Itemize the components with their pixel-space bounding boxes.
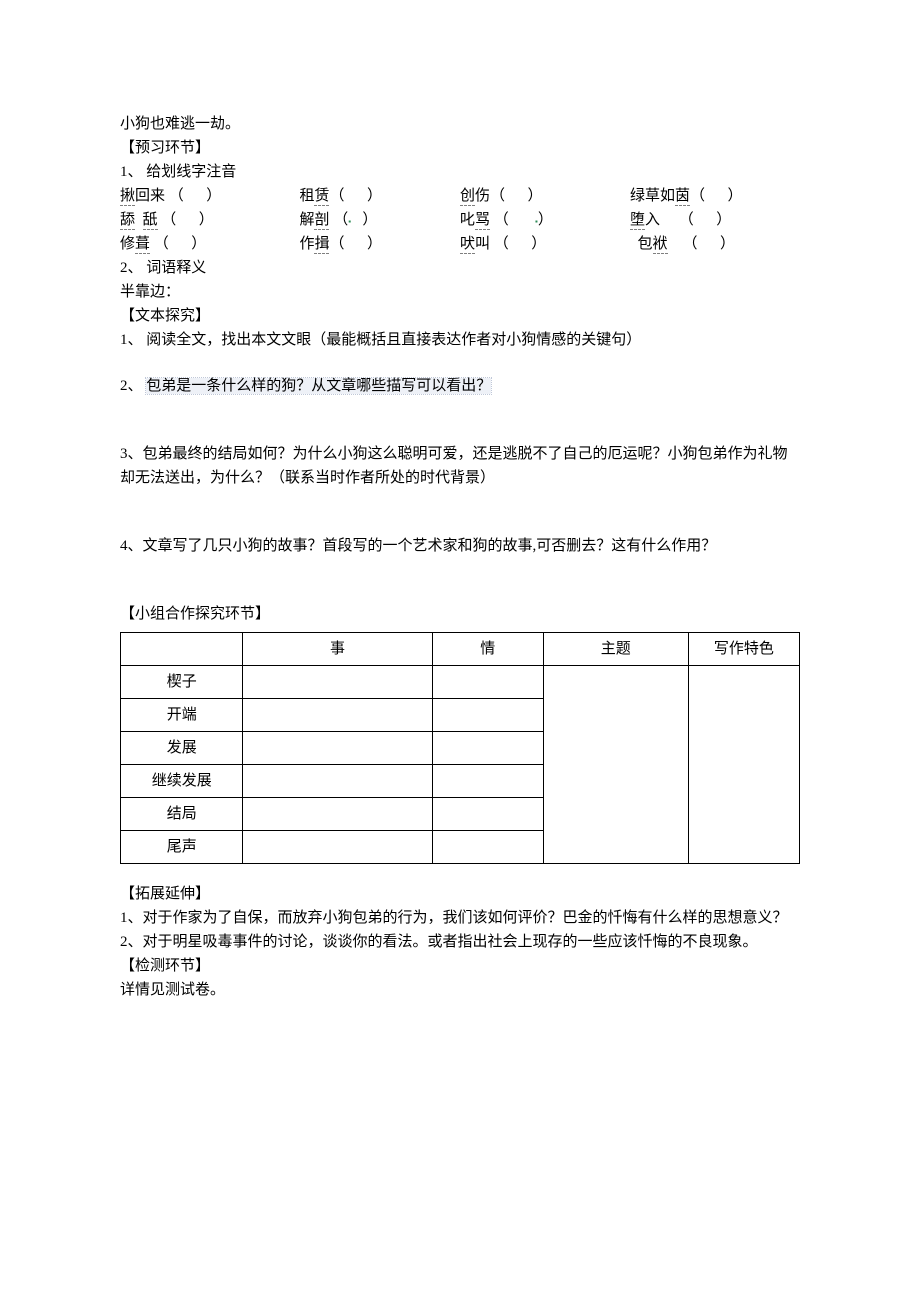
table-row-label: 结局	[121, 798, 243, 831]
pinyin-cell: 叱骂 （ ▪）	[460, 208, 630, 232]
underlined-char: 骂	[475, 212, 490, 230]
pinyin-cell: 修葺 （ ）	[120, 232, 299, 256]
explore-q2-highlight: 包弟是一条什么样的狗？从文章哪些描写可以看出？	[146, 378, 491, 394]
pinyin-row: 舔 舐 （ ）解剖 （▪ ）叱骂 （ ▪）堕入 （ ）	[120, 208, 800, 232]
section-extend-title: 【拓展延伸】	[120, 882, 800, 906]
table-cell-feeling	[432, 765, 543, 798]
table-cell-event	[243, 732, 432, 765]
table-row-label: 发展	[121, 732, 243, 765]
table-row-label: 开端	[121, 699, 243, 732]
underlined-char: 堕	[630, 212, 645, 230]
section-preview-title: 【预习环节】	[120, 136, 800, 160]
table-cell-feeling	[432, 699, 543, 732]
table-header-theme: 主题	[543, 633, 688, 666]
underlined-char: 剖	[314, 212, 329, 230]
explore-q1: 1、 阅读全文，找出本文文眼（最能概括且直接表达作者对小狗情感的关键句）	[120, 328, 800, 352]
pinyin-cell: 租赁（ ）	[299, 184, 460, 208]
underlined-char: 吠	[460, 236, 475, 254]
pinyin-cell: 揪回来 （ ）	[120, 184, 299, 208]
table-row-label: 继续发展	[121, 765, 243, 798]
section-explore-title: 【文本探究】	[120, 304, 800, 328]
pinyin-cell: 舔 舐 （ ）	[120, 208, 299, 232]
table-cell-event	[243, 831, 432, 864]
table-cell-event	[243, 666, 432, 699]
table-header-feeling: 情	[432, 633, 543, 666]
pinyin-cell: 吠叫 （ ）	[460, 232, 630, 256]
preview-item2-title: 2、 词语释义	[120, 256, 800, 280]
table-cell-feeling	[432, 831, 543, 864]
spacer	[120, 864, 800, 882]
explore-q3: 3、包弟最终的结局如何？为什么小狗这么聪明可爱，还是逃脱不了自己的厄运呢？小狗包…	[120, 442, 800, 490]
pinyin-cell: 绿草如茵（ ）	[630, 184, 800, 208]
document-page: 小狗也难逃一劫。 【预习环节】 1、 给划线字注音 揪回来 （ ）租赁（ ）创伤…	[0, 0, 920, 1302]
pinyin-row: 修葺 （ ）作揖（ ）吠叫 （ ） 包袱 （ ）	[120, 232, 800, 256]
pinyin-grid: 揪回来 （ ）租赁（ ）创伤（ ）绿草如茵（ ）舔 舐 （ ）解剖 （▪ ）叱骂…	[120, 184, 800, 256]
structure-table: 事 情 主题 写作特色 楔子开端发展继续发展结局尾声	[120, 632, 800, 864]
preview-item2-body: 半靠边：	[120, 280, 800, 304]
underlined-char: 袱	[653, 236, 668, 254]
table-row-label: 楔子	[121, 666, 243, 699]
table-cell-event	[243, 798, 432, 831]
pinyin-cell: 堕入 （ ）	[630, 208, 800, 232]
extend-q2: 2、对于明星吸毒事件的讨论，谈谈你的看法。或者指出社会上现存的一些应该忏悔的不良…	[120, 930, 800, 954]
spacer	[120, 490, 800, 534]
spacer	[120, 558, 800, 602]
explore-q2-pre: 2、	[120, 378, 143, 394]
table-cell-feeling	[432, 732, 543, 765]
pinyin-cell: 作揖（ ）	[299, 232, 460, 256]
table-header-event: 事	[243, 633, 432, 666]
pinyin-cell: 创伤（ ）	[460, 184, 630, 208]
underlined-char: 舐	[143, 212, 158, 230]
underlined-char: 创	[460, 188, 475, 206]
extend-q1: 1、对于作家为了自保，而放弃小狗包弟的行为，我们该如何评价？巴金的忏悔有什么样的…	[120, 906, 800, 930]
test-body: 详情见测试卷。	[120, 978, 800, 1002]
underlined-char: 葺	[135, 236, 150, 254]
artifact-dot-icon: ▪	[535, 217, 538, 226]
intro-line: 小狗也难逃一劫。	[120, 112, 800, 136]
pinyin-cell: 包袱 （ ）	[630, 232, 800, 256]
spacer	[120, 352, 800, 374]
table-cell-style-merged	[688, 666, 799, 864]
table-header-row: 事 情 主题 写作特色	[121, 633, 800, 666]
artifact-dot-icon: ▪	[348, 217, 351, 226]
underlined-char: 舔	[120, 212, 135, 230]
spacer	[120, 398, 800, 442]
underlined-char: 揖	[314, 236, 329, 254]
table-cell-theme-merged	[543, 666, 688, 864]
pinyin-cell: 解剖 （▪ ）	[299, 208, 460, 232]
explore-q2: 2、 包弟是一条什么样的狗？从文章哪些描写可以看出？	[120, 374, 800, 398]
underlined-char: 揪	[120, 188, 135, 206]
section-test-title: 【检测环节】	[120, 954, 800, 978]
underlined-char: 赁	[314, 188, 329, 206]
table-cell-feeling	[432, 666, 543, 699]
underlined-char: 茵	[675, 188, 690, 206]
table-cell-event	[243, 699, 432, 732]
table-header-style: 写作特色	[688, 633, 799, 666]
pinyin-row: 揪回来 （ ）租赁（ ）创伤（ ）绿草如茵（ ）	[120, 184, 800, 208]
table-cell-feeling	[432, 798, 543, 831]
preview-item1-title: 1、 给划线字注音	[120, 160, 800, 184]
table-row-label: 尾声	[121, 831, 243, 864]
table-cell-event	[243, 765, 432, 798]
table-header-blank	[121, 633, 243, 666]
explore-q4: 4、文章写了几只小狗的故事？首段写的一个艺术家和狗的故事,可否删去？这有什么作用…	[120, 534, 800, 558]
section-group-title: 【小组合作探究环节】	[120, 602, 800, 626]
table-row: 楔子	[121, 666, 800, 699]
